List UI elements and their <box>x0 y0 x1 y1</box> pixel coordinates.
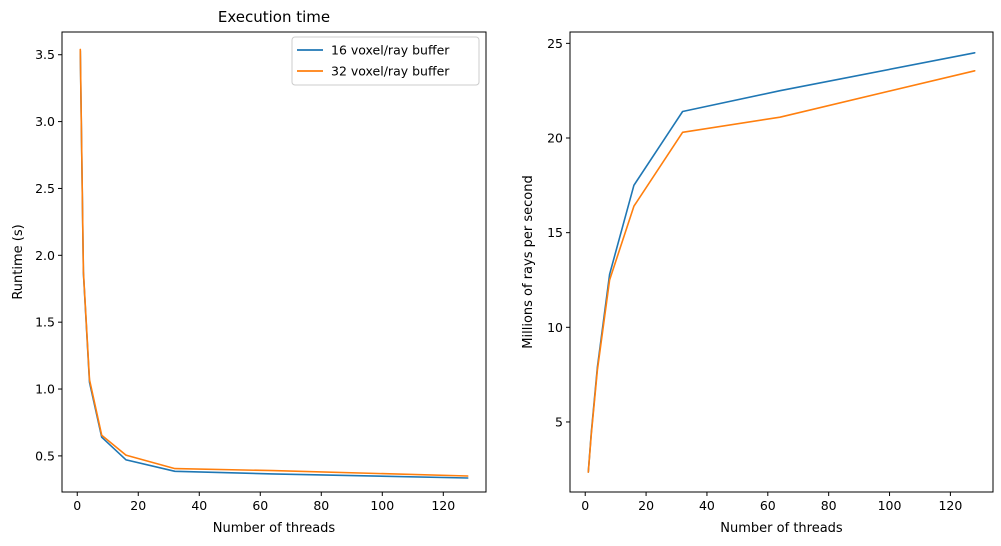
x-tick-label: 20 <box>130 498 146 513</box>
x-tick-label: 120 <box>431 498 455 513</box>
y-tick-label: 1.0 <box>35 382 55 397</box>
series-line-2 <box>587 70 976 473</box>
x-tick-label: 80 <box>821 498 837 513</box>
series-line-1 <box>587 52 976 473</box>
axes-frame <box>569 31 994 493</box>
legend: 16 voxel/ray buffer 32 voxel/ray buffer <box>291 36 480 86</box>
chart-rays-per-second: 0 20 40 60 80 100 120 5 10 15 20 25 Number of thread… <box>521 31 994 536</box>
y-tick-label: 2.0 <box>35 248 55 263</box>
y-tick-label: 5 <box>555 414 563 429</box>
x-tick-label: 40 <box>191 498 207 513</box>
y-tick-label: 20 <box>547 131 563 146</box>
y-tick-label: 3.0 <box>35 114 55 129</box>
y-tick-label: 25 <box>547 36 563 51</box>
y-axis-label: Runtime (s) <box>11 224 26 299</box>
series-line-2 <box>79 48 469 477</box>
y-tick-label: 3.5 <box>35 47 55 62</box>
legend-label-2: 32 voxel/ray buffer <box>331 64 450 79</box>
x-tick-label: 40 <box>699 498 715 513</box>
x-axis-label: Number of threads <box>213 521 336 536</box>
y-tick-label: 1.5 <box>35 315 55 330</box>
chart-execution-time: 0 20 40 60 80 100 120 0.5 1.0 1.5 2.0 2.5 3.0 3.5 Numb… <box>11 8 487 536</box>
y-axis-label: Millions of rays per second <box>521 175 536 348</box>
y-tick-label: 10 <box>547 320 563 335</box>
x-tick-label: 120 <box>938 498 962 513</box>
x-tick-label: 100 <box>370 498 394 513</box>
legend-label-1: 16 voxel/ray buffer <box>331 43 450 58</box>
chart-title: Execution time <box>218 8 330 26</box>
series-line-1 <box>79 49 469 479</box>
axes-frame <box>61 31 487 493</box>
x-tick-label: 80 <box>313 498 329 513</box>
x-tick-label: 0 <box>581 498 589 513</box>
y-tick-label: 0.5 <box>35 448 55 463</box>
y-tick-label: 15 <box>547 225 563 240</box>
y-tick-label: 2.5 <box>35 181 55 196</box>
x-tick-label: 100 <box>878 498 902 513</box>
x-axis-label: Number of threads <box>720 521 843 536</box>
x-tick-label: 60 <box>760 498 776 513</box>
x-tick-label: 0 <box>73 498 81 513</box>
legend-box <box>291 36 480 86</box>
x-tick-label: 20 <box>638 498 654 513</box>
x-tick-label: 60 <box>252 498 268 513</box>
